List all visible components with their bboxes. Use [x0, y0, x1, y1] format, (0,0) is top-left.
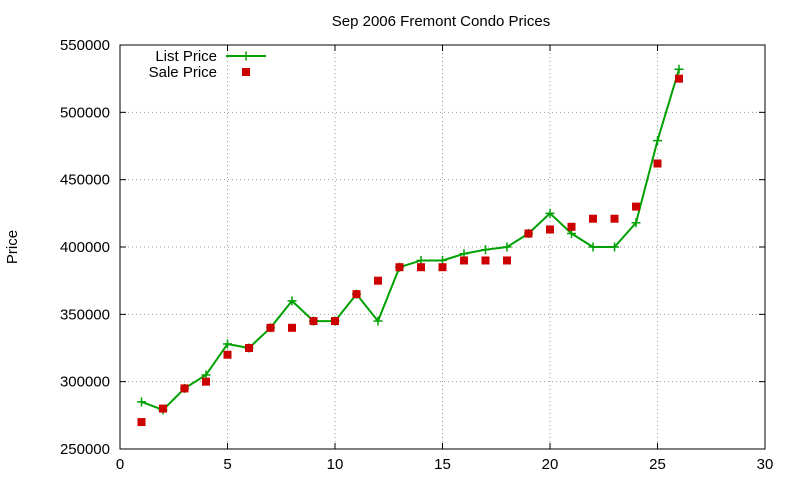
list-price-point [373, 316, 383, 326]
y-axis-label: Price [4, 230, 21, 264]
y-tick-label: 400000 [60, 239, 110, 256]
list-price-point [137, 397, 146, 407]
list-price-point [588, 242, 598, 252]
list-price-point [631, 218, 641, 228]
chart-title: Sep 2006 Fremont Condo Prices [332, 13, 550, 30]
x-tick-label: 30 [757, 456, 774, 473]
x-tick-label: 20 [542, 456, 559, 473]
sale-price-point [438, 263, 447, 272]
list-price-point [610, 242, 619, 252]
y-tick-label: 550000 [60, 37, 110, 54]
list-price-point [223, 339, 232, 349]
sale-price-point [309, 317, 318, 326]
sale-price-point [546, 225, 554, 234]
list-price-point [287, 296, 297, 306]
legend-label: List Price [155, 48, 217, 65]
plot-frame [119, 44, 766, 450]
sale-price-point [675, 74, 683, 83]
sale-price-point [653, 159, 662, 168]
sale-price-point [610, 214, 619, 223]
x-tick-label: 0 [116, 456, 124, 473]
sale-price-point [632, 202, 640, 211]
list-price-point [545, 208, 555, 218]
legend-label: Sale Price [149, 64, 217, 81]
list-price-point [502, 242, 512, 252]
x-tick-label: 25 [649, 456, 666, 473]
legend-square-swatch [242, 68, 250, 76]
y-tick-label: 250000 [60, 441, 110, 458]
series-0 [137, 64, 684, 415]
sale-price-point [223, 350, 232, 359]
sale-price-point [202, 377, 210, 386]
sale-price-point [589, 214, 597, 223]
sale-price-point [137, 418, 146, 427]
grid [120, 45, 765, 449]
list-price-point [481, 245, 490, 255]
y-tick-label: 350000 [60, 306, 110, 323]
sale-price-point [245, 344, 253, 352]
sale-price-point [395, 263, 404, 272]
sale-price-point [503, 256, 511, 265]
list-price-point [653, 136, 662, 146]
sale-price-point [288, 323, 296, 332]
list-price-line [141, 68, 680, 412]
y-tick-label: 300000 [60, 374, 110, 391]
sale-price-point [567, 222, 576, 231]
sale-price-point [180, 384, 189, 393]
x-tick-label: 5 [223, 456, 231, 473]
sale-price-point [159, 404, 167, 413]
sale-price-point [352, 290, 361, 299]
x-tick-label: 10 [327, 456, 344, 473]
plot-series [137, 64, 684, 427]
y-tick-label: 450000 [60, 172, 110, 189]
legend-plus-swatch [241, 51, 251, 61]
series-1 [137, 74, 683, 427]
sale-price-point [460, 256, 468, 265]
sale-price-point [524, 229, 533, 238]
list-price-point [674, 64, 684, 74]
sale-price-point [374, 276, 382, 285]
sale-price-point [266, 323, 275, 332]
x-tick-label: 15 [434, 456, 451, 473]
y-tick-label: 500000 [60, 104, 110, 121]
sale-price-point [417, 263, 425, 272]
sale-price-point [481, 256, 490, 265]
sale-price-point [331, 317, 339, 326]
